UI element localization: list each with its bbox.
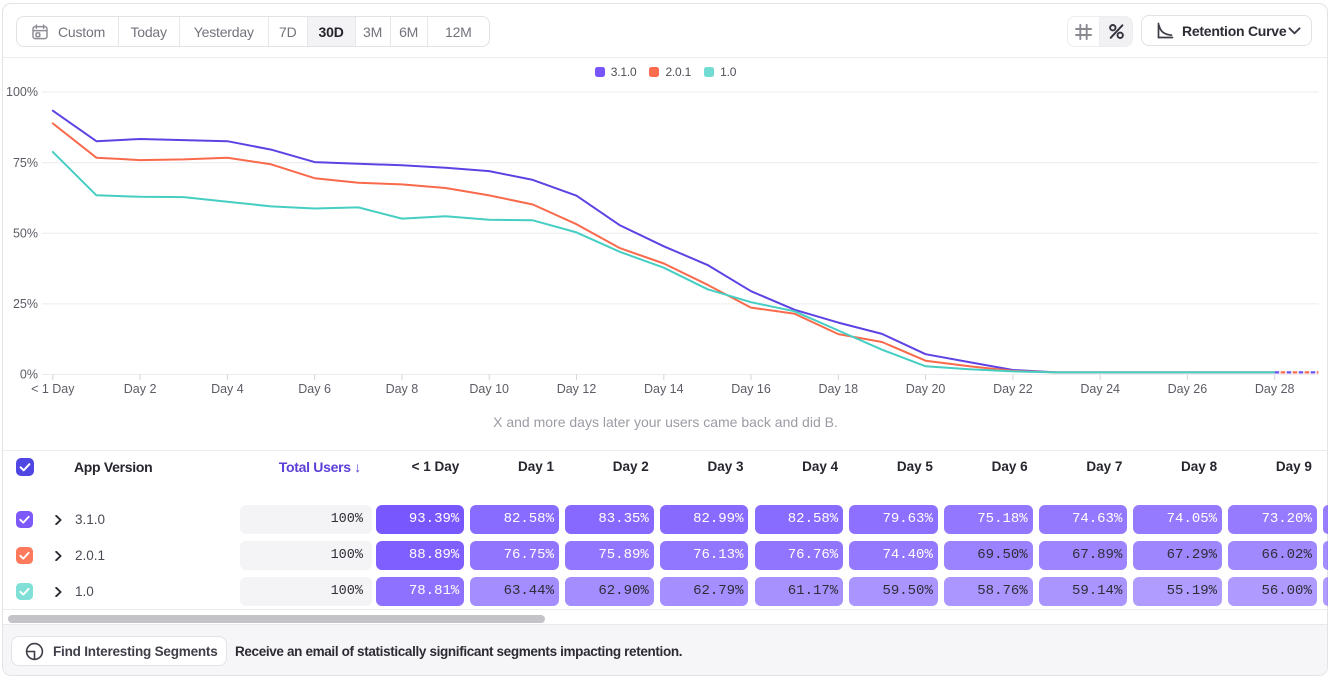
svg-text:75%: 75%	[13, 156, 38, 170]
svg-text:Day 10: Day 10	[469, 382, 509, 396]
svg-text:50%: 50%	[13, 227, 38, 241]
svg-text:25%: 25%	[13, 297, 38, 311]
svg-text:Day 28: Day 28	[1255, 382, 1295, 396]
svg-text:0%: 0%	[20, 368, 38, 382]
svg-text:< 1 Day: < 1 Day	[31, 382, 75, 396]
svg-text:Day 8: Day 8	[386, 382, 419, 396]
svg-text:Day 22: Day 22	[993, 382, 1033, 396]
svg-text:Day 16: Day 16	[731, 382, 771, 396]
svg-text:Day 26: Day 26	[1168, 382, 1208, 396]
svg-text:Day 18: Day 18	[818, 382, 858, 396]
svg-text:Day 12: Day 12	[557, 382, 597, 396]
svg-text:Day 4: Day 4	[211, 382, 244, 396]
svg-text:100%: 100%	[6, 85, 38, 99]
svg-text:Day 6: Day 6	[298, 382, 331, 396]
svg-text:Day 24: Day 24	[1080, 382, 1120, 396]
svg-text:Day 2: Day 2	[124, 382, 157, 396]
svg-text:Day 20: Day 20	[906, 382, 946, 396]
svg-text:Day 14: Day 14	[644, 382, 684, 396]
